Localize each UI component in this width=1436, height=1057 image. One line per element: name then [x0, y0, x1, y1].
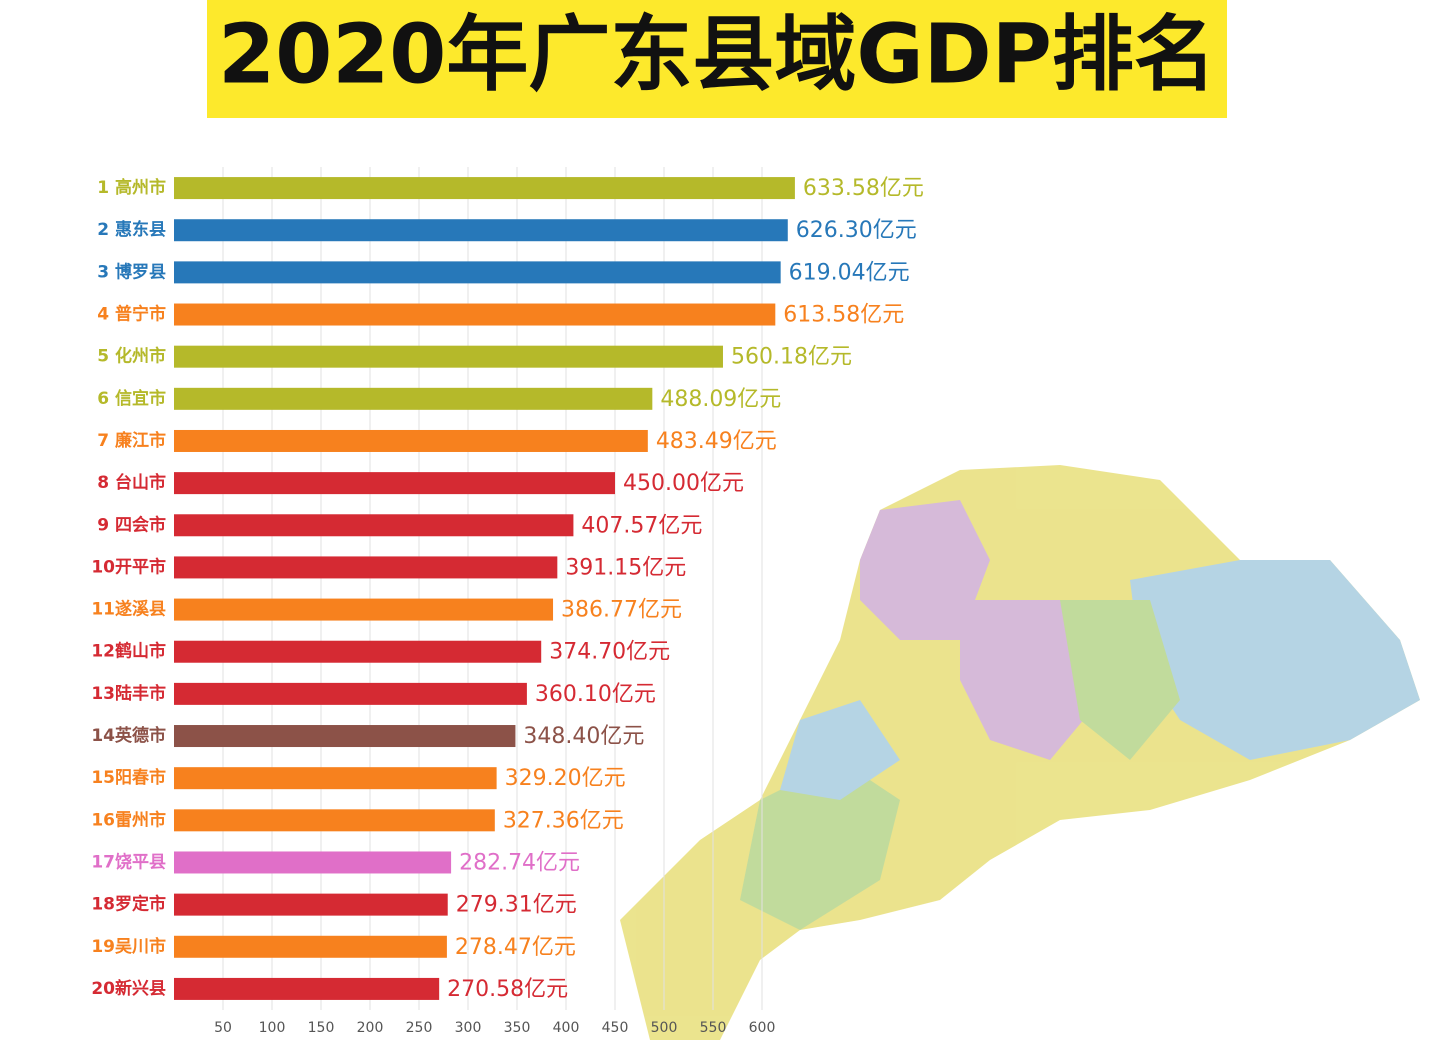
map-region: [780, 700, 900, 800]
y-tick-label: 5 化州市: [97, 346, 166, 367]
bar: [174, 977, 440, 1000]
bar: [174, 345, 723, 368]
y-tick-label: 6 信宜市: [97, 388, 166, 409]
title-background: [207, 0, 1227, 118]
x-tick-label: 350: [504, 1020, 531, 1036]
data-label: 619.04亿元: [789, 260, 910, 285]
data-label: 626.30亿元: [796, 218, 917, 243]
bar: [174, 682, 527, 705]
bar: [174, 598, 554, 621]
y-tick-label: 17饶平县: [91, 851, 166, 872]
map-region: [1130, 560, 1420, 760]
y-tick-label: 18罗定市: [91, 894, 166, 915]
x-tick-label: 600: [749, 1020, 776, 1036]
y-tick-label: 7 廉江市: [97, 430, 166, 451]
x-tick-label: 300: [455, 1020, 482, 1036]
bar: [174, 893, 448, 916]
bar: [174, 851, 452, 874]
y-tick-label: 13陆丰市: [91, 683, 166, 704]
y-tick-label: 4 普宁市: [97, 304, 166, 325]
x-tick-label: 550: [700, 1020, 727, 1036]
data-label: 488.09亿元: [660, 387, 781, 412]
bar: [174, 303, 776, 326]
data-label: 450.00亿元: [623, 471, 744, 496]
bar: [174, 219, 788, 242]
bar: [174, 177, 795, 200]
map-region: [960, 600, 1100, 760]
chart-title: 2020年广东县域GDP排名: [218, 7, 1216, 102]
bar: [174, 725, 516, 748]
x-tick-label: 250: [406, 1020, 433, 1036]
x-tick-label: 500: [651, 1020, 678, 1036]
data-label: 348.40亿元: [523, 724, 644, 749]
map-region: [740, 760, 900, 930]
bar: [174, 767, 497, 790]
bar: [174, 809, 495, 832]
bar: [174, 429, 648, 452]
bar: [174, 640, 542, 663]
map-region: [860, 500, 990, 640]
bar: [174, 935, 447, 958]
data-label: 270.58亿元: [447, 977, 568, 1002]
bar: [174, 514, 574, 537]
y-tick-label: 19吴川市: [91, 936, 166, 957]
map-decoration: [620, 465, 1420, 1040]
map-region: [1060, 600, 1180, 760]
data-label: 360.10亿元: [535, 682, 656, 707]
x-tick-label: 450: [602, 1020, 629, 1036]
x-tick-label: 150: [308, 1020, 335, 1036]
map-shape: [620, 465, 1420, 1040]
bar: [174, 261, 781, 284]
y-tick-label: 16雷州市: [91, 809, 166, 830]
bar: [174, 387, 653, 410]
x-tick-label: 50: [214, 1020, 232, 1036]
x-tick-label: 100: [259, 1020, 286, 1036]
x-tick-label: 400: [553, 1020, 580, 1036]
y-tick-label: 1 高州市: [97, 177, 166, 198]
bar: [174, 556, 558, 579]
data-label: 391.15亿元: [565, 555, 686, 580]
y-tick-label: 15阳春市: [91, 767, 166, 788]
data-label: 327.36亿元: [503, 808, 624, 833]
y-tick-label: 9 四会市: [97, 514, 166, 535]
data-label: 329.20亿元: [505, 766, 626, 791]
data-label: 407.57亿元: [581, 513, 702, 538]
data-label: 613.58亿元: [783, 303, 904, 328]
y-tick-label: 20新兴县: [91, 978, 166, 999]
data-label: 279.31亿元: [456, 893, 577, 918]
y-tick-label: 14英德市: [91, 725, 166, 746]
x-tick-label: 200: [357, 1020, 384, 1036]
data-label: 633.58亿元: [803, 176, 924, 201]
y-tick-label: 8 台山市: [97, 472, 166, 493]
data-label: 560.18亿元: [731, 345, 852, 370]
data-label: 282.74亿元: [459, 850, 580, 875]
bar: [174, 472, 615, 495]
y-tick-label: 2 惠东县: [97, 219, 166, 240]
data-label: 374.70亿元: [549, 640, 670, 665]
y-tick-label: 11遂溪县: [91, 599, 166, 620]
data-label: 386.77亿元: [561, 598, 682, 623]
y-tick-label: 10开平市: [91, 556, 166, 577]
y-tick-label: 12鹤山市: [91, 641, 166, 662]
data-label: 278.47亿元: [455, 935, 576, 960]
y-tick-label: 3 博罗县: [97, 261, 166, 282]
data-label: 483.49亿元: [656, 429, 777, 454]
